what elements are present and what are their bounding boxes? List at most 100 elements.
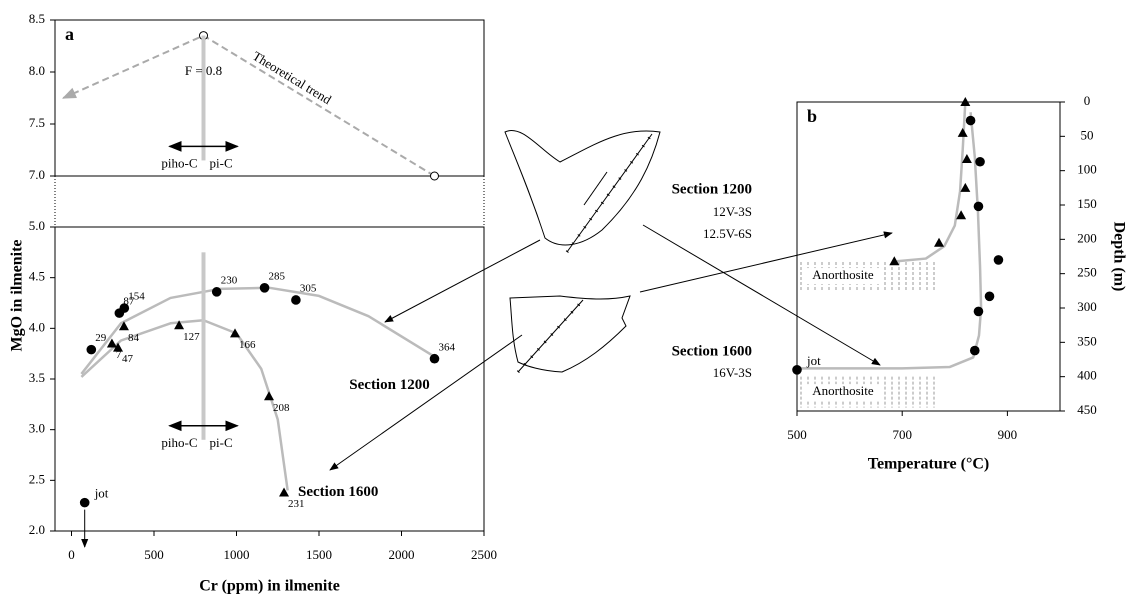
x-tick-label: 700	[892, 427, 912, 442]
circle-point	[970, 346, 980, 356]
sketch-1200	[505, 130, 660, 244]
f-label: F = 0.8	[185, 63, 222, 78]
y-tick-label: 50	[1081, 127, 1094, 142]
arrow	[385, 240, 540, 322]
x-axis-title: Cr (ppm) in ilmenite	[199, 578, 340, 595]
y-tick-label: 450	[1077, 402, 1097, 417]
x-tick-label: 0	[68, 547, 75, 562]
y-tick-label: 7.0	[29, 167, 45, 182]
circle-point	[80, 498, 90, 508]
circle-point	[430, 354, 440, 364]
theoretical-point	[431, 172, 439, 180]
x-tick-label: 2500	[471, 547, 497, 562]
y-tick-label: 400	[1077, 368, 1097, 383]
sample-label: 166	[239, 339, 256, 351]
triangle-point	[934, 238, 944, 247]
triangle-point	[264, 391, 274, 400]
y-tick-label: 8.0	[29, 63, 45, 78]
x-tick-label: 1000	[224, 547, 250, 562]
y-tick-label: 100	[1077, 162, 1097, 177]
series-label: jot	[806, 353, 821, 368]
theoretical-trend	[63, 36, 434, 176]
borehole	[584, 172, 607, 205]
plot-frame	[55, 20, 484, 176]
sample-label: 208	[273, 402, 290, 414]
section-sample: 12V-3S	[713, 204, 752, 219]
y-tick-label: 7.5	[29, 115, 45, 130]
sample-label: 230	[221, 274, 238, 286]
boundary-bar	[202, 36, 206, 161]
panel-label: b	[807, 106, 817, 126]
y-tick-label: 4.0	[29, 319, 45, 334]
section-title: Section 1200	[672, 181, 752, 197]
y-tick-label: 2.0	[29, 522, 45, 537]
y-axis-title: Depth (m)	[1110, 222, 1127, 292]
series-label: Section 1200	[349, 377, 429, 393]
circle-point	[212, 287, 222, 297]
sample-label: 154	[128, 291, 145, 303]
triangle-point	[960, 183, 970, 192]
circle-point	[87, 345, 97, 355]
boundary-label: pi-C	[210, 155, 233, 170]
circle-point	[994, 255, 1004, 265]
boundary-bar	[202, 252, 206, 439]
triangle-point	[958, 128, 968, 137]
sample-label: 29	[95, 332, 107, 344]
y-tick-label: 3.5	[29, 370, 45, 385]
sample-label: 47	[122, 353, 134, 365]
sample-label: 127	[183, 331, 200, 343]
y-tick-label: 0	[1084, 93, 1091, 108]
layer-label: Anorthosite	[812, 267, 874, 282]
circle-point	[260, 283, 270, 293]
section-sample: 12.5V-6S	[703, 226, 752, 241]
boundary-label: piho-C	[161, 435, 197, 450]
y-tick-label: 150	[1077, 196, 1097, 211]
circle-point	[291, 295, 301, 305]
sample-label: 364	[439, 341, 456, 353]
y-tick-label: 250	[1077, 265, 1097, 280]
section-title: Section 1600	[672, 343, 752, 359]
circle-point	[974, 202, 984, 212]
circle-point	[120, 303, 130, 313]
y-tick-label: 5.0	[29, 218, 45, 233]
series-label: Section 1600	[298, 484, 378, 500]
trend-line	[797, 112, 981, 368]
circle-point	[985, 292, 995, 302]
arrow	[330, 335, 522, 470]
sample-label: 84	[128, 332, 140, 344]
x-tick-label: 1500	[306, 547, 332, 562]
boundary-label: pi-C	[210, 435, 233, 450]
section-sketches	[505, 130, 660, 372]
series-label: jot	[94, 486, 109, 501]
boundary-label: piho-C	[161, 155, 197, 170]
x-tick-label: 900	[998, 427, 1018, 442]
theoretical-label: Theoretical trend	[250, 48, 334, 107]
circle-point	[966, 116, 976, 126]
circle-point	[975, 157, 985, 167]
connector-arrows	[330, 225, 892, 470]
borehole	[518, 300, 583, 372]
y-tick-label: 300	[1077, 299, 1097, 314]
trend-line	[897, 102, 965, 261]
x-tick-label: 500	[787, 427, 807, 442]
circle-point	[792, 365, 802, 375]
circle-point	[974, 307, 984, 317]
y-tick-label: 8.5	[29, 11, 45, 26]
rock-layer: Anorthosite	[801, 262, 934, 290]
triangle-point	[230, 328, 240, 337]
rock-layer: Anorthosite	[801, 377, 934, 408]
x-axis-title: Temperature (°C)	[868, 456, 989, 473]
x-tick-label: 2000	[389, 547, 415, 562]
y-tick-label: 4.5	[29, 269, 45, 284]
y-tick-label: 2.5	[29, 471, 45, 486]
y-tick-label: 350	[1077, 333, 1097, 348]
sample-label: 305	[300, 282, 317, 294]
layer-label: Anorthosite	[812, 383, 874, 398]
y-axis-title: MgO in ilmenite	[9, 240, 26, 352]
y-tick-label: 3.0	[29, 421, 45, 436]
y-tick-label: 200	[1077, 230, 1097, 245]
figure: Section 1200 12V-3S 12.5V-6S Section 160…	[0, 0, 1129, 598]
sample-label: 285	[269, 270, 286, 282]
panel-label: a	[65, 24, 74, 44]
x-tick-label: 500	[144, 547, 164, 562]
